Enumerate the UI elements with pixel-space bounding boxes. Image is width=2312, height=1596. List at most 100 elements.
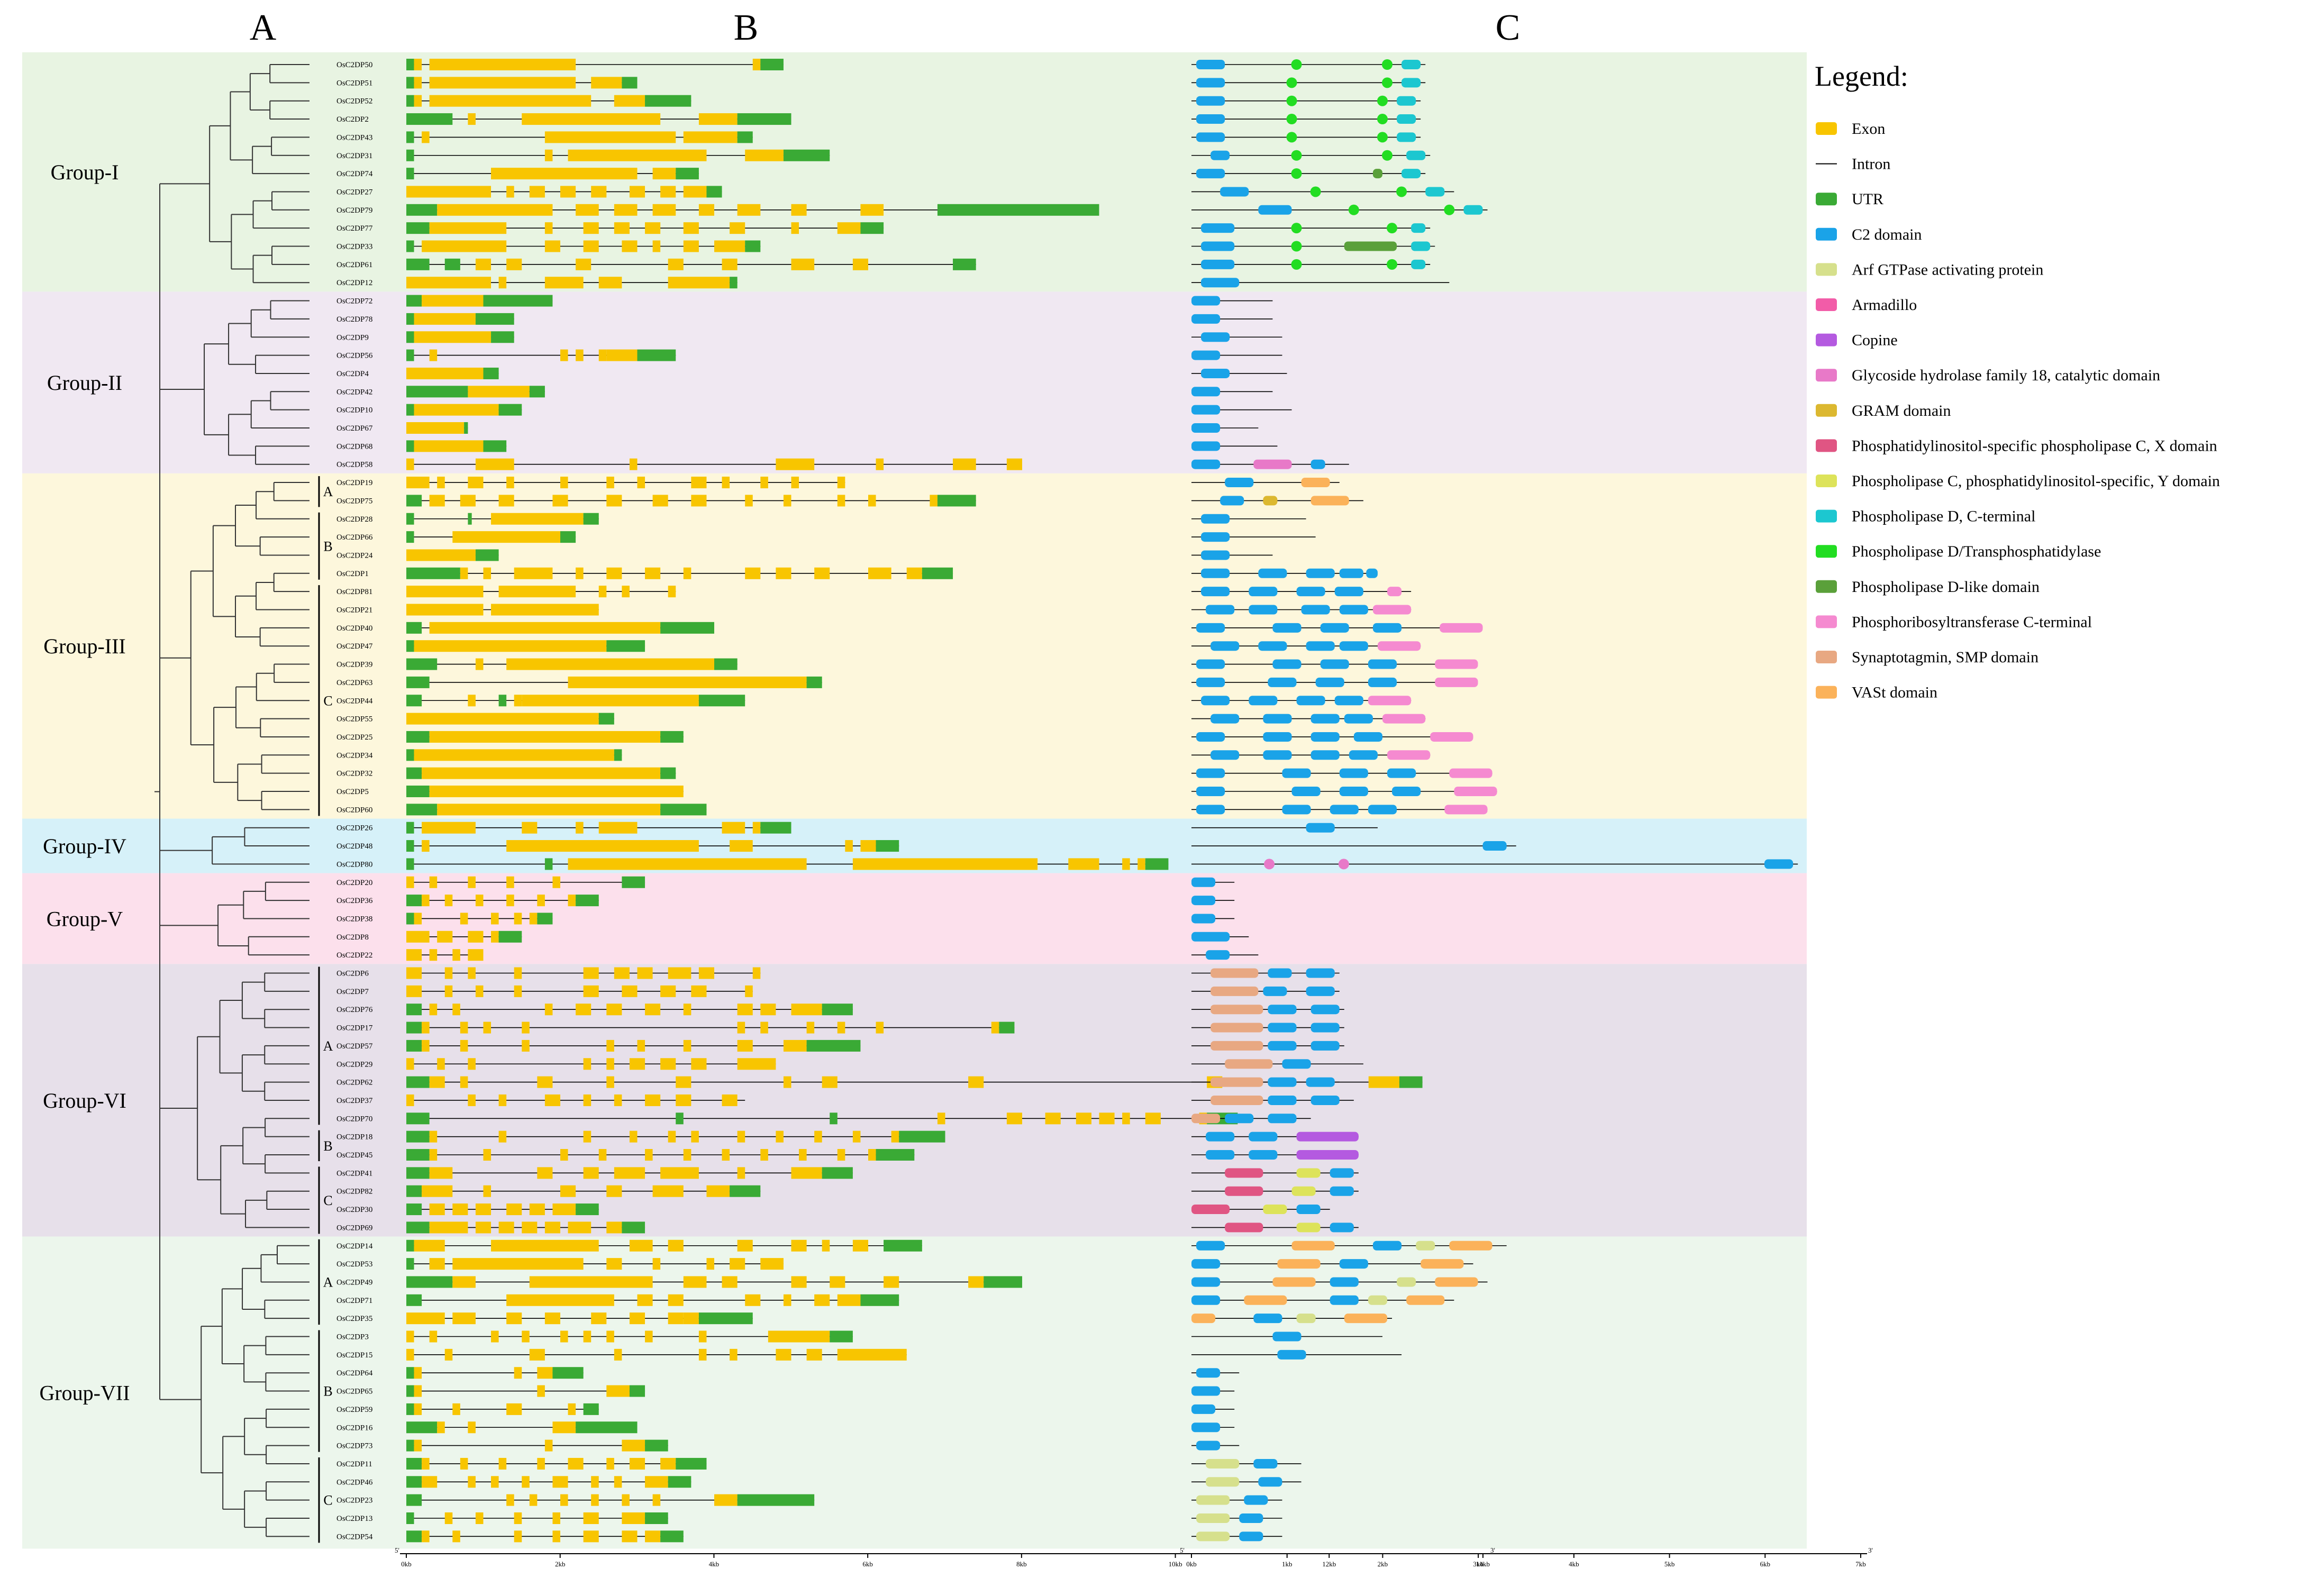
exon-box [506, 1403, 522, 1415]
exon-box [637, 1294, 653, 1306]
exon-box [760, 1004, 776, 1016]
gene-label: OsC2DP1 [336, 570, 369, 578]
axis-tick-label: 12kb [1322, 1560, 1336, 1568]
exon-box [760, 1022, 768, 1034]
group-label: Group-VII [39, 1381, 130, 1405]
utr-box [537, 913, 553, 925]
utr-box [406, 313, 414, 325]
domain-c2 [1310, 1005, 1340, 1015]
gene-label: OsC2DP22 [336, 951, 372, 960]
gene-label: OsC2DP7 [336, 988, 369, 996]
exon-box [968, 1076, 984, 1088]
domain-c2 [1339, 641, 1368, 651]
exon-box [576, 258, 591, 270]
gene-label: OsC2DP16 [336, 1424, 373, 1432]
exon-box [837, 495, 845, 507]
exon-box [522, 822, 538, 834]
exon-box [691, 495, 707, 507]
exon-box [514, 1530, 522, 1543]
utr-box [830, 1330, 853, 1343]
utr-box [668, 1476, 691, 1488]
exon-box [529, 1494, 538, 1506]
gene-label: OsC2DP64 [336, 1369, 373, 1378]
exon-box [629, 1239, 653, 1252]
domain-pldc [1411, 223, 1426, 233]
exon-box [468, 1476, 476, 1488]
utr-box [676, 1112, 684, 1125]
exon-box [852, 258, 868, 270]
exon-box [414, 331, 491, 343]
exon-box [429, 786, 684, 797]
exon-box [429, 731, 661, 743]
domain-pldl [1344, 241, 1397, 251]
exon-box [522, 695, 699, 707]
legend-swatch [1816, 333, 1837, 346]
exon-box [614, 1094, 622, 1106]
utr-box [406, 804, 438, 816]
exon-box [652, 240, 661, 252]
utr-box [953, 258, 976, 270]
domain-c2 [1339, 605, 1368, 615]
exon-box [422, 1457, 430, 1470]
exon-box [583, 1530, 599, 1543]
exon-box [814, 1130, 822, 1143]
utr-box [1399, 1076, 1423, 1088]
domain-vast [1291, 1241, 1335, 1251]
exon-box [429, 1076, 445, 1088]
utr-box [622, 876, 645, 888]
utr-box [468, 513, 472, 525]
domain-c2 [1225, 1114, 1254, 1124]
exon-box [491, 931, 499, 943]
domain-c2 [1306, 641, 1335, 651]
exon-box [406, 1312, 445, 1325]
exon-box [583, 222, 599, 234]
utr-box [483, 367, 499, 379]
utr-box [406, 531, 414, 543]
legend-item-label: Phospholipase D, C-terminal [1852, 508, 2035, 525]
exon-box [568, 858, 807, 870]
exon-box [991, 1022, 999, 1034]
domain-pldc [1411, 259, 1426, 269]
domain-pldt [1382, 59, 1393, 70]
gene-label: OsC2DP68 [336, 442, 372, 451]
domain-pldc [1397, 96, 1416, 106]
gene-label: OsC2DP28 [336, 515, 372, 524]
utr-box [406, 258, 430, 270]
utr-box [406, 1112, 430, 1125]
utr-box [645, 1439, 668, 1452]
exon-box [730, 1348, 738, 1361]
exon-box [745, 985, 753, 997]
exon-box [560, 349, 568, 361]
gene-label: OsC2DP2 [336, 115, 369, 124]
exon-box [460, 567, 468, 579]
utr-box [406, 1367, 414, 1379]
gene-label: OsC2DP44 [336, 697, 373, 705]
exon-box [544, 1439, 553, 1452]
domain-c2 [1263, 714, 1292, 724]
domain-c2 [1310, 750, 1340, 760]
exon-box [683, 222, 699, 234]
utr-box [622, 77, 638, 89]
subgroup-label: C [323, 1493, 332, 1508]
utr-box [406, 168, 414, 180]
domain-pldt [1444, 204, 1455, 215]
utr-box [999, 1022, 1015, 1034]
utr-box [406, 222, 430, 234]
exon-box [937, 1112, 945, 1125]
domain-c2 [1330, 1295, 1359, 1305]
exon-box [522, 1330, 530, 1343]
domain-c2 [1249, 1132, 1278, 1142]
exon-box [429, 349, 438, 361]
domain-smp [1210, 1023, 1263, 1033]
axis-tick-label: 0kb [1186, 1560, 1197, 1568]
exon-box [791, 1004, 822, 1016]
gene-label: OsC2DP31 [336, 152, 372, 160]
legend-item-label: Glycoside hydrolase family 18, catalytic… [1852, 367, 2160, 384]
axis-tick-label: 5kb [1664, 1560, 1675, 1568]
utr-box [406, 1022, 422, 1034]
exon-box [406, 549, 476, 561]
utr-box [406, 695, 422, 707]
utr-box [629, 1385, 645, 1397]
utr-box [406, 1076, 430, 1088]
exon-box [606, 477, 614, 489]
